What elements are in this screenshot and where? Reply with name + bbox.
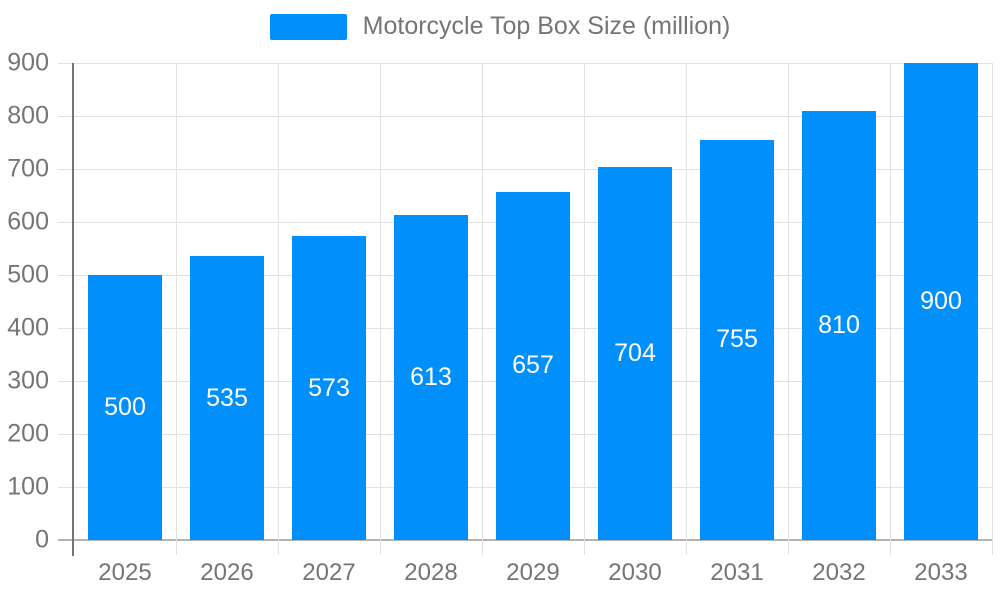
y-tick-label: 500 bbox=[7, 260, 49, 289]
v-gridline bbox=[278, 63, 279, 555]
bar-value-label: 810 bbox=[818, 310, 860, 339]
bar-value-label: 535 bbox=[206, 383, 248, 412]
y-tick-label: 0 bbox=[35, 525, 49, 554]
y-tick-label: 900 bbox=[7, 48, 49, 77]
h-gridline bbox=[58, 169, 992, 170]
bar-value-label: 755 bbox=[716, 325, 758, 354]
v-gridline bbox=[482, 63, 483, 555]
y-tick-label: 800 bbox=[7, 101, 49, 130]
h-gridline bbox=[58, 63, 992, 64]
bar-2027[interactable]: 573 bbox=[292, 236, 366, 540]
bar-2030[interactable]: 704 bbox=[598, 166, 672, 540]
x-tick-label: 2025 bbox=[98, 559, 152, 586]
bar-2029[interactable]: 657 bbox=[496, 191, 570, 540]
bar-value-label: 573 bbox=[308, 373, 350, 402]
bar-2033[interactable]: 900 bbox=[904, 63, 978, 540]
legend-marker bbox=[269, 13, 347, 40]
v-gridline bbox=[176, 63, 177, 555]
y-tick-label: 200 bbox=[7, 419, 49, 448]
y-axis-line bbox=[72, 63, 74, 556]
legend-label: Motorcycle Top Box Size (million) bbox=[362, 12, 731, 40]
x-tick-label: 2030 bbox=[608, 559, 662, 586]
x-tick-label: 2033 bbox=[914, 559, 968, 586]
v-gridline bbox=[686, 63, 687, 555]
x-tick-label: 2026 bbox=[200, 559, 254, 586]
x-tick-label: 2031 bbox=[710, 559, 764, 586]
x-tick-label: 2032 bbox=[812, 559, 866, 586]
x-axis-baseline bbox=[58, 539, 992, 541]
bar-2028[interactable]: 613 bbox=[394, 215, 468, 540]
y-tick-label: 100 bbox=[7, 472, 49, 501]
h-gridline bbox=[58, 116, 992, 117]
v-gridline bbox=[992, 63, 993, 555]
v-gridline bbox=[788, 63, 789, 555]
bar-value-label: 704 bbox=[614, 338, 656, 367]
y-tick-label: 600 bbox=[7, 207, 49, 236]
v-gridline bbox=[584, 63, 585, 555]
bar-value-label: 500 bbox=[104, 393, 146, 421]
bar-2031[interactable]: 755 bbox=[700, 139, 774, 540]
legend-item[interactable]: Motorcycle Top Box Size (million) bbox=[0, 12, 1000, 41]
bar-2025[interactable]: 500 bbox=[88, 275, 162, 540]
y-tick-label: 300 bbox=[7, 366, 49, 395]
y-tick-label: 700 bbox=[7, 154, 49, 183]
y-tick-label: 400 bbox=[7, 313, 49, 342]
v-gridline bbox=[380, 63, 381, 555]
bar-2032[interactable]: 810 bbox=[802, 110, 876, 540]
bar-2026[interactable]: 535 bbox=[190, 256, 264, 540]
plot-area: 0 100 200 300 400 500 600 700 800 900 500 535 573 613… bbox=[7, 49, 993, 586]
v-gridline bbox=[890, 63, 891, 555]
x-tick-label: 2027 bbox=[302, 559, 356, 586]
bar-value-label: 900 bbox=[920, 287, 962, 315]
bar-value-label: 657 bbox=[512, 351, 554, 380]
bar-value-label: 613 bbox=[410, 363, 452, 392]
x-tick-label: 2028 bbox=[404, 559, 458, 586]
x-tick-label: 2029 bbox=[506, 559, 560, 586]
